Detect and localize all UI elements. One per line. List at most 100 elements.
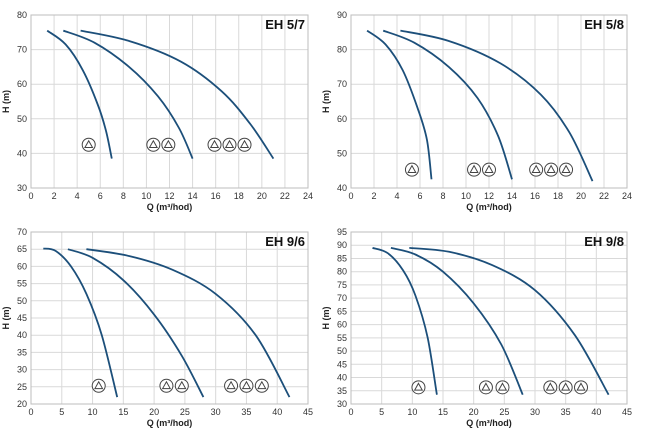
stage-triangle-icon [574,380,588,395]
series-line-1 [372,247,438,395]
x-tick-label: 16 [530,191,540,201]
stage-triangle-icon [254,378,269,393]
y-tick-label: 60 [337,320,347,330]
x-tick-label: 12 [484,191,494,201]
x-tick-label: 5 [59,407,64,417]
x-axis-label: Q (m³/hod) [147,202,193,212]
x-tick-label: 35 [241,407,251,417]
x-tick-label: 14 [188,191,198,201]
stage-triangle-icon [91,378,106,393]
y-tick-label: 90 [337,10,347,20]
x-tick-label: 20 [469,407,479,417]
x-tick-label: 22 [280,191,290,201]
y-tick-label: 40 [17,330,27,340]
series-line-1 [46,29,113,159]
x-tick-label: 10 [461,191,471,201]
x-tick-label: 45 [303,407,313,417]
x-tick-label: 24 [303,191,313,201]
x-tick-label: 6 [98,191,103,201]
series-line-3 [409,247,610,396]
x-tick-label: 0 [348,407,353,417]
x-tick-label: 6 [417,191,422,201]
x-tick-label: 35 [561,407,571,417]
x-tick-label: 0 [28,191,33,201]
stage-triangle-icon [543,380,558,395]
x-tick-label: 10 [88,407,98,417]
stage-triangle-icon [174,378,189,393]
y-tick-label: 35 [337,386,347,396]
stage-triangle-icon [207,137,222,152]
chart-title: EH 9/6 [265,234,305,249]
y-tick-label: 40 [337,373,347,383]
stage-triangle-icon [159,378,174,393]
x-tick-label: 8 [440,191,445,201]
y-axis-label: H (m) [321,90,331,113]
stage-triangle-icon [404,162,419,177]
series-line-3 [86,248,291,398]
series-line-3 [80,29,275,160]
x-tick-label: 16 [211,191,221,201]
x-tick-label: 15 [438,407,448,417]
x-tick-label: 40 [272,407,282,417]
x-tick-label: 20 [257,191,267,201]
y-tick-label: 25 [17,382,27,392]
stage-triangle-icon [467,162,482,177]
y-tick-label: 65 [337,306,347,316]
x-axis-label: Q (m³/hod) [147,418,193,428]
series-line-1 [366,29,433,180]
stage-triangle-icon [544,162,559,177]
x-tick-label: 45 [622,407,632,417]
stage-triangle-icon [559,162,574,177]
stage-triangle-icon [237,137,252,152]
y-tick-label: 50 [337,148,347,158]
stage-triangle-icon [478,380,493,395]
y-tick-label: 85 [337,253,347,263]
plot-frame [30,231,309,405]
plot-frame [350,231,628,405]
y-tick-label: 30 [17,183,27,193]
y-axis-label: H (m) [321,307,331,330]
y-tick-label: 35 [17,347,27,357]
y-tick-label: 80 [337,45,347,55]
x-tick-label: 8 [121,191,126,201]
stage-triangle-icon [224,378,239,393]
x-tick-label: 10 [141,191,151,201]
series-line-2 [67,248,205,398]
y-tick-label: 80 [337,267,347,277]
y-tick-label: 30 [337,399,347,409]
y-tick-label: 70 [17,45,27,55]
x-tick-label: 4 [75,191,80,201]
stage-triangle-icon [161,137,176,152]
y-tick-label: 75 [337,280,347,290]
y-tick-label: 70 [337,79,347,89]
y-tick-label: 60 [17,261,27,271]
x-tick-label: 18 [553,191,563,201]
y-tick-label: 45 [17,313,27,323]
y-tick-label: 70 [17,227,27,237]
x-tick-label: 40 [591,407,601,417]
x-tick-label: 20 [576,191,586,201]
stage-triangle-icon [81,137,96,152]
y-tick-label: 55 [17,279,27,289]
y-tick-label: 30 [17,365,27,375]
y-tick-label: 40 [337,183,347,193]
x-tick-label: 30 [211,407,221,417]
stage-triangle-icon [411,380,426,395]
chart-title: EH 9/8 [584,234,624,249]
stage-triangle-icon [222,137,237,152]
x-tick-label: 4 [394,191,399,201]
chart-panel-4: 0 5 10 15 20 25 30 35 40 45 30 35 40 45 50 55 60 65 70 75 80… [321,227,632,428]
y-tick-label: 50 [17,114,27,124]
stage-triangle-icon [146,137,161,152]
stage-triangle-icon [482,162,496,177]
plot-frame [30,14,309,189]
series-line-2 [390,247,524,396]
x-tick-label: 25 [499,407,509,417]
x-tick-label: 10 [407,407,417,417]
x-tick-label: 24 [622,191,632,201]
y-tick-label: 60 [17,79,27,89]
y-axis-label: H (m) [1,90,11,113]
